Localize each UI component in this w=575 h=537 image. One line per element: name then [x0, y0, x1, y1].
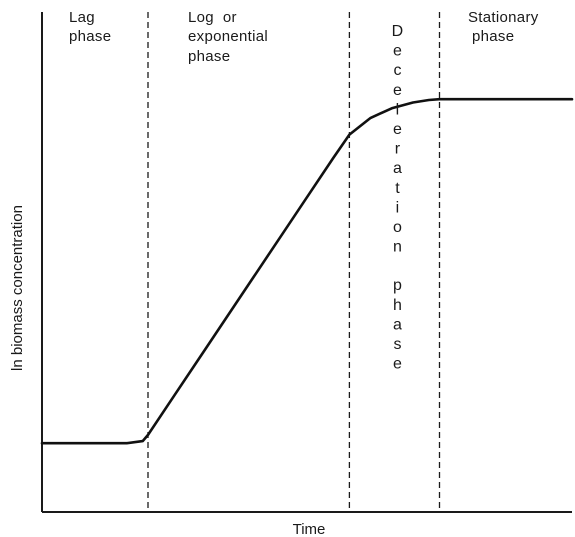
- deceleration-label-letter: e: [393, 356, 402, 373]
- deceleration-label-letter: n: [393, 239, 402, 256]
- deceleration-label-letter: a: [393, 160, 402, 177]
- phase-dividers: [147, 12, 441, 512]
- deceleration-label-letter: e: [393, 43, 402, 60]
- lag-phase-label-line1: Lag: [69, 9, 95, 26]
- x-axis-label: Time: [293, 521, 326, 537]
- deceleration-label-letter: t: [395, 180, 400, 197]
- stationary-phase-label-line1: Stationary: [468, 9, 539, 26]
- deceleration-label-letter: r: [395, 141, 401, 158]
- deceleration-label-letter: i: [396, 199, 400, 216]
- deceleration-label-letter: D: [392, 23, 404, 40]
- stationary-phase-label-line2: phase: [472, 28, 514, 45]
- log-phase-label-line3: phase: [188, 48, 230, 65]
- deceleration-label-letter: e: [393, 82, 402, 99]
- deceleration-label-letter: h: [393, 297, 402, 314]
- y-axis-label: ln biomass concentration: [9, 205, 26, 371]
- deceleration-label-letter: a: [393, 316, 402, 333]
- deceleration-label-letter: c: [393, 62, 401, 79]
- growth-curve-line: [40, 97, 574, 445]
- deceleration-label-letter: s: [393, 336, 401, 353]
- deceleration-label-letter: e: [393, 121, 402, 138]
- deceleration-label-letter: l: [396, 101, 400, 118]
- log-phase-label-line1: Log or: [188, 9, 237, 26]
- deceleration-label-letter: o: [393, 219, 402, 236]
- log-phase-label-line2: exponential: [188, 28, 268, 45]
- lag-phase-label-line2: phase: [69, 28, 111, 45]
- deceleration-label-letter: p: [393, 277, 402, 294]
